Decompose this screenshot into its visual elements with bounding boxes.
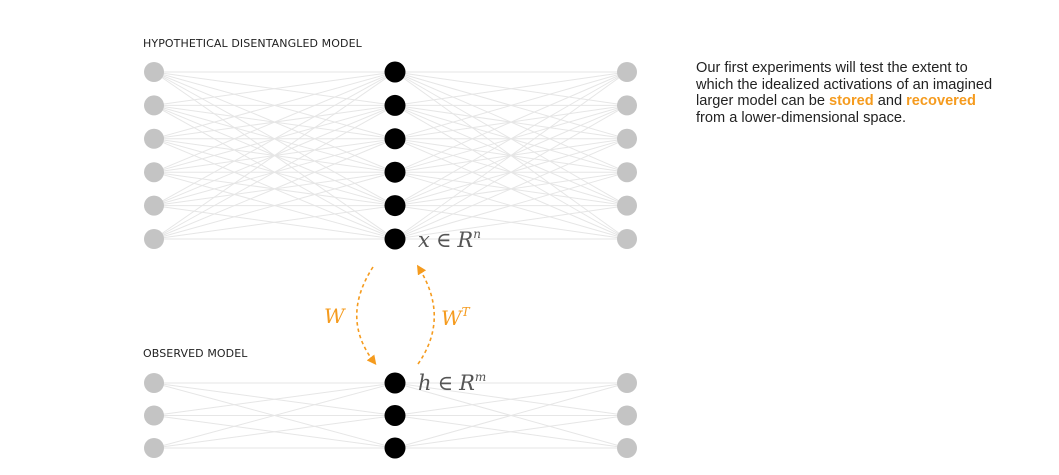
h-dimension: m — [475, 370, 486, 384]
hypothetical-edge — [153, 71, 396, 173]
hypothetical-output-node — [617, 229, 637, 249]
observed-input-node — [144, 373, 164, 393]
hypothetical-input-node — [144, 95, 164, 116]
hypothetical-edge — [394, 71, 628, 140]
hypothetical-hidden-node — [384, 128, 406, 150]
x-space: R — [456, 228, 473, 252]
hypothetical-input-node — [144, 62, 164, 82]
stored-highlight: stored — [829, 93, 874, 109]
hypothetical-model-nodes — [144, 61, 637, 250]
observed-output-node — [617, 405, 637, 426]
hypothetical-edge — [153, 71, 396, 106]
hypothetical-edge — [394, 71, 628, 106]
hypothetical-edge — [153, 71, 396, 240]
observed-input-node — [144, 438, 164, 458]
hypothetical-edge — [394, 104, 628, 240]
observed-model-edges — [153, 382, 628, 449]
x-dimension: n — [473, 227, 481, 241]
hypothetical-output-node — [617, 128, 637, 149]
hypothetical-input-node — [144, 229, 164, 249]
hypothetical-output-node — [617, 162, 637, 183]
hypothetical-input-node — [144, 162, 164, 183]
h-elem-symbol: ∈ — [438, 371, 454, 395]
x-var: x — [418, 228, 430, 252]
observed-edge — [153, 415, 396, 449]
wt-up-arrow — [416, 264, 435, 365]
hypothetical-edge — [153, 138, 396, 240]
w-down-arrow — [356, 266, 377, 366]
h-space: R — [458, 371, 475, 395]
wt-sup: T — [462, 305, 471, 319]
hypothetical-edge — [394, 205, 628, 240]
hypothetical-edge — [394, 138, 628, 240]
observed-output-node — [617, 373, 637, 393]
observed-edge — [394, 382, 628, 449]
hypothetical-edge — [153, 104, 396, 240]
hypothetical-model-title: HYPOTHETICAL DISENTANGLED MODEL — [143, 37, 362, 50]
hypothetical-output-node — [617, 62, 637, 82]
hypothetical-hidden-node — [384, 94, 406, 116]
observed-hidden-node — [384, 372, 406, 394]
observed-hidden-node — [384, 405, 406, 426]
h-in-rm-label: h ∈ Rm — [418, 370, 486, 395]
hypothetical-input-node — [144, 195, 164, 216]
hypothetical-hidden-node — [384, 161, 406, 183]
hypothetical-hidden-node — [384, 61, 406, 83]
wt-base: W — [441, 306, 463, 330]
recovered-highlight: recovered — [906, 93, 976, 109]
hypothetical-edge — [153, 205, 396, 240]
hypothetical-edge — [394, 71, 628, 173]
observed-edge — [394, 382, 628, 416]
observed-hidden-node — [384, 437, 406, 459]
observed-edge — [153, 382, 396, 416]
observed-input-node — [144, 405, 164, 426]
observed-edge — [153, 382, 396, 449]
hypothetical-edge — [153, 71, 396, 207]
observed-edge — [394, 415, 628, 449]
description-part3: from a lower-dimensional space. — [696, 109, 907, 126]
observed-model-nodes — [144, 372, 637, 459]
hypothetical-output-node — [617, 195, 637, 216]
hypothetical-hidden-node — [384, 195, 406, 217]
x-elem-symbol: ∈ — [436, 228, 452, 252]
hypothetical-edge — [394, 171, 628, 240]
h-var: h — [418, 371, 432, 395]
hypothetical-edge — [153, 71, 396, 140]
hypothetical-hidden-node — [384, 228, 406, 250]
observed-model-title: OBSERVED MODEL — [143, 347, 248, 360]
wt-label: WT — [441, 305, 471, 330]
hypothetical-model-edges — [153, 71, 628, 240]
description-part1: Our first experiments will test the exte… — [696, 60, 993, 109]
hypothetical-edge — [394, 71, 628, 240]
description-text: Our first experiments will test the exte… — [696, 60, 996, 126]
hypothetical-input-node — [144, 128, 164, 149]
hypothetical-output-node — [617, 95, 637, 116]
x-in-rn-label: x ∈ Rn — [418, 227, 481, 252]
hypothetical-edge — [394, 71, 628, 207]
description-part2: and — [873, 93, 907, 109]
hypothetical-edge — [153, 171, 396, 240]
w-label: W — [324, 304, 346, 328]
observed-output-node — [617, 438, 637, 458]
